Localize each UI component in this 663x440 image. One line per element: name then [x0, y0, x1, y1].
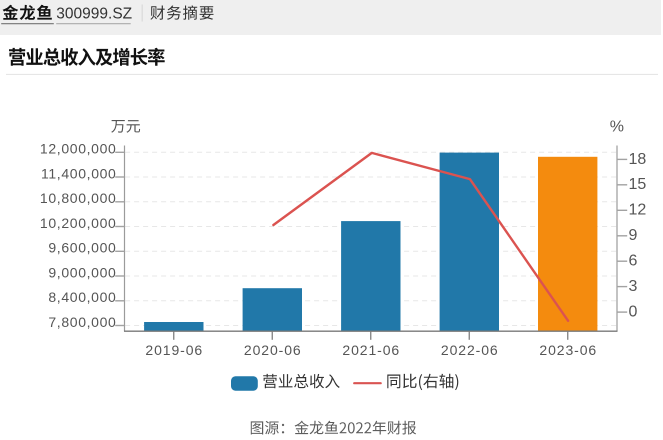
svg-text:10,200,000: 10,200,000 — [40, 215, 117, 231]
svg-text:7,800,000: 7,800,000 — [48, 314, 116, 330]
svg-text:2020-06: 2020-06 — [244, 342, 302, 358]
svg-text:12: 12 — [629, 202, 647, 219]
svg-text:12,000,000: 12,000,000 — [40, 141, 117, 157]
svg-text:9: 9 — [629, 227, 638, 244]
svg-text:9,000,000: 9,000,000 — [48, 264, 116, 280]
svg-text:2019-06: 2019-06 — [145, 342, 203, 358]
svg-text:10,800,000: 10,800,000 — [40, 190, 117, 206]
svg-text:18: 18 — [629, 151, 647, 168]
svg-text:2022-06: 2022-06 — [441, 342, 499, 358]
svg-text:11,400,000: 11,400,000 — [41, 165, 117, 181]
svg-text:15: 15 — [629, 176, 647, 193]
svg-text:2023-06: 2023-06 — [539, 342, 597, 358]
svg-text:8,400,000: 8,400,000 — [48, 289, 116, 305]
svg-text:3: 3 — [629, 278, 638, 295]
svg-text:6: 6 — [629, 253, 638, 270]
svg-text:0: 0 — [629, 304, 638, 321]
svg-text:%: % — [610, 119, 624, 136]
svg-text:2021-06: 2021-06 — [342, 342, 400, 358]
svg-text:9,600,000: 9,600,000 — [48, 240, 116, 256]
svg-text:300999.SZ: 300999.SZ — [56, 6, 132, 23]
